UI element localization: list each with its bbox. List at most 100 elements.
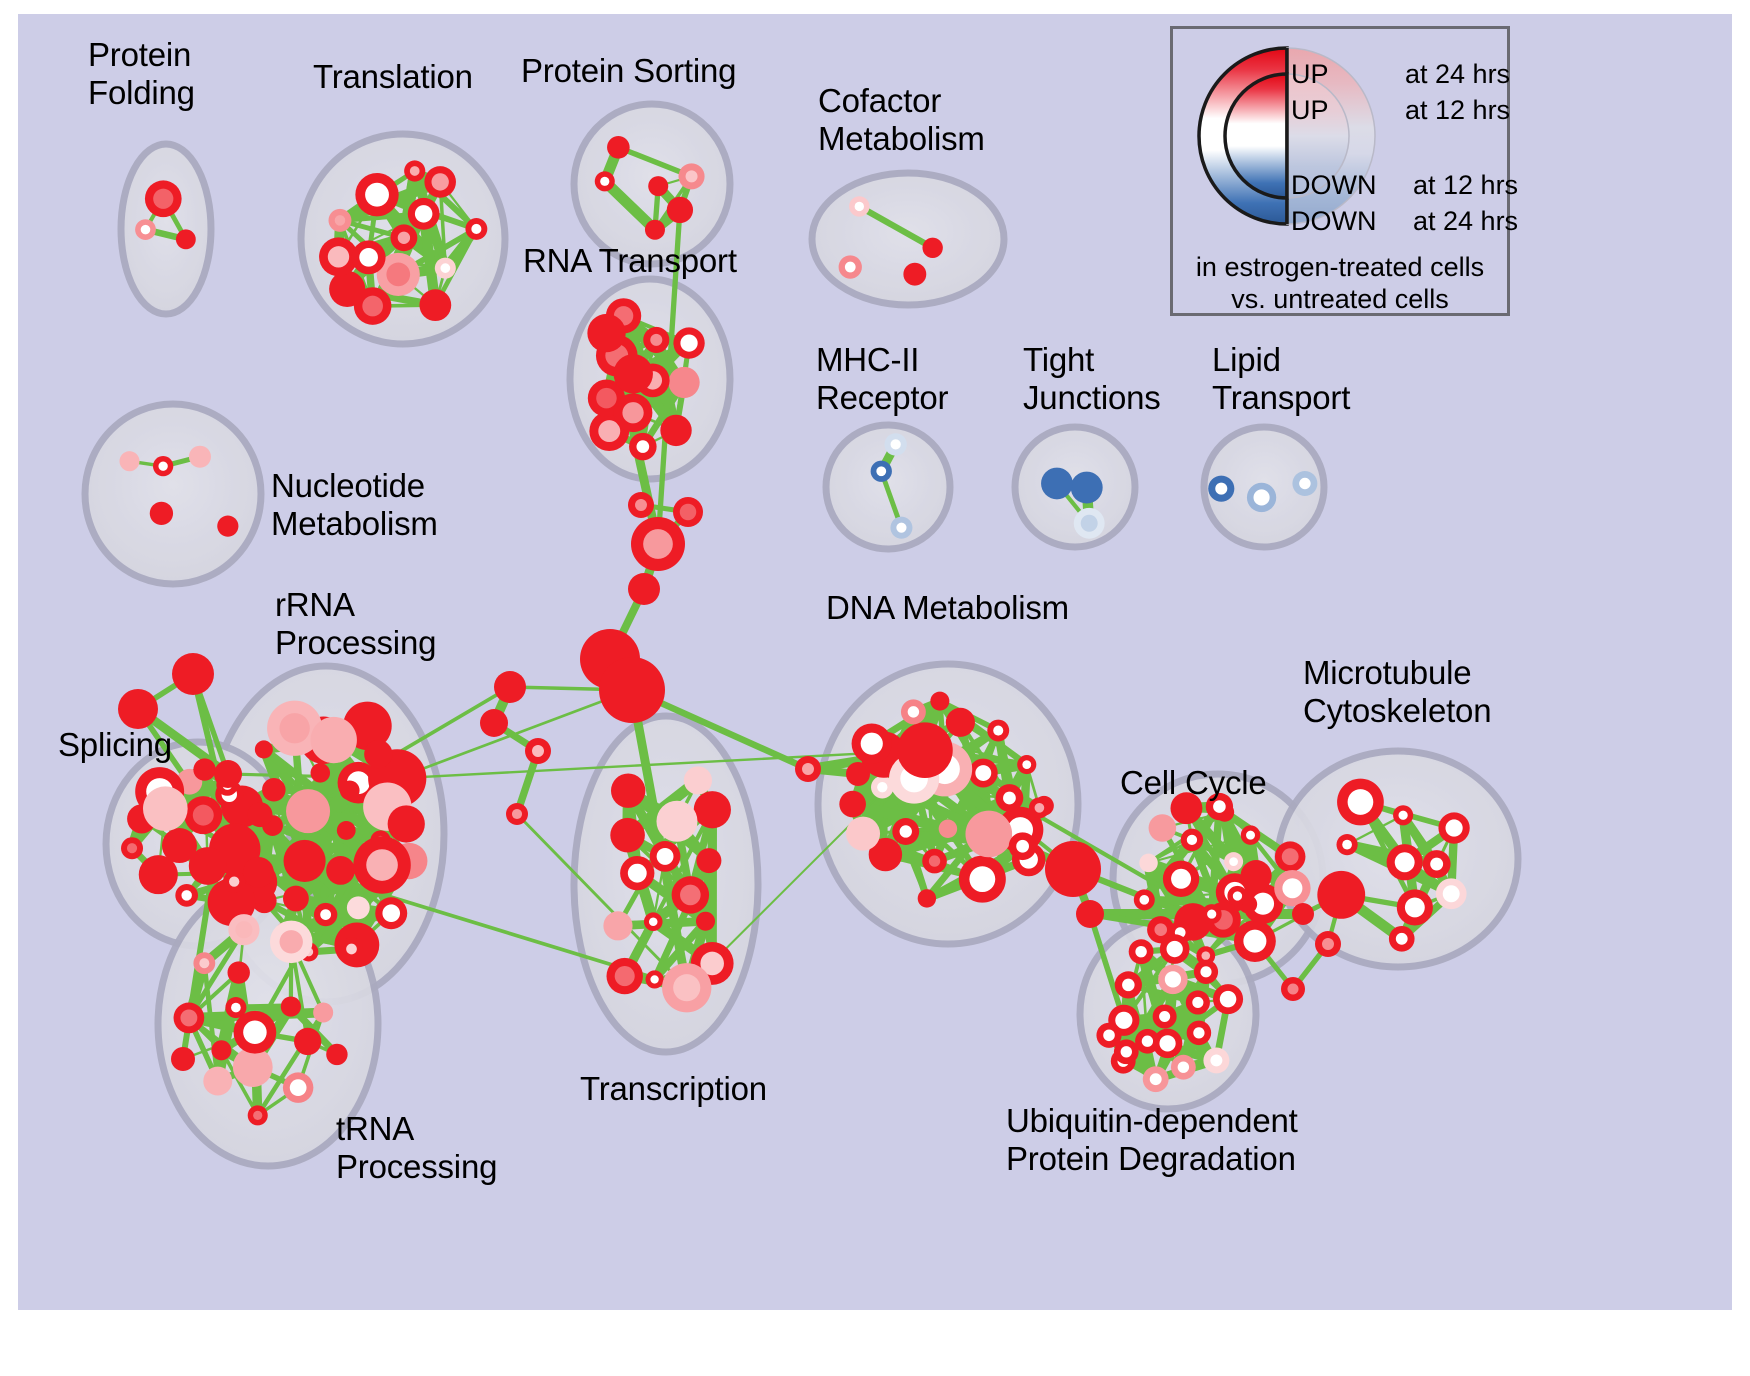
network-node[interactable] <box>173 1002 205 1034</box>
network-node[interactable] <box>217 515 239 537</box>
network-node[interactable] <box>465 218 488 240</box>
network-node[interactable] <box>958 855 1006 903</box>
network-node[interactable] <box>175 884 199 907</box>
network-node[interactable] <box>310 763 331 783</box>
network-node[interactable] <box>1224 852 1244 872</box>
network-node[interactable] <box>1438 812 1470 844</box>
network-node[interactable] <box>207 878 256 926</box>
network-node[interactable] <box>1128 939 1154 965</box>
network-node[interactable] <box>656 800 698 842</box>
network-node[interactable] <box>1336 834 1358 856</box>
network-node[interactable] <box>846 762 870 786</box>
network-node[interactable] <box>1162 860 1200 897</box>
network-node[interactable] <box>1240 825 1261 845</box>
network-node[interactable] <box>375 897 408 930</box>
network-node[interactable] <box>1208 475 1235 502</box>
network-node[interactable] <box>917 889 937 908</box>
network-node[interactable] <box>666 196 694 224</box>
network-node[interactable] <box>649 841 681 872</box>
network-node[interactable] <box>660 414 692 447</box>
network-node[interactable] <box>222 870 246 893</box>
network-node[interactable] <box>346 896 370 920</box>
network-node[interactable] <box>1114 971 1142 999</box>
network-node[interactable] <box>938 819 958 839</box>
network-node[interactable] <box>387 805 425 843</box>
network-node[interactable] <box>319 237 358 277</box>
network-node[interactable] <box>1393 805 1414 826</box>
network-node[interactable] <box>1028 797 1050 819</box>
network-node[interactable] <box>1240 860 1272 892</box>
network-node[interactable] <box>286 789 331 834</box>
network-node[interactable] <box>119 451 140 472</box>
network-node[interactable] <box>1205 792 1234 821</box>
network-node[interactable] <box>1242 883 1284 924</box>
network-node[interactable] <box>144 180 182 218</box>
network-node[interactable] <box>900 699 926 725</box>
network-node[interactable] <box>243 856 274 888</box>
network-node[interactable] <box>1274 870 1311 907</box>
network-node[interactable] <box>227 961 250 984</box>
network-node[interactable] <box>644 219 665 240</box>
network-node[interactable] <box>884 433 907 456</box>
network-node[interactable] <box>892 818 920 845</box>
network-node[interactable] <box>795 756 821 782</box>
network-node[interactable] <box>1422 850 1451 879</box>
network-node[interactable] <box>1159 934 1190 964</box>
network-node[interactable] <box>118 689 158 729</box>
network-node[interactable] <box>897 722 953 778</box>
network-node[interactable] <box>233 1010 277 1054</box>
network-node[interactable] <box>269 920 313 964</box>
network-node[interactable] <box>188 445 211 468</box>
network-node[interactable] <box>404 160 426 182</box>
network-node[interactable] <box>171 1047 195 1071</box>
network-node[interactable] <box>839 790 866 818</box>
network-node[interactable] <box>851 723 892 764</box>
network-node[interactable] <box>494 671 526 703</box>
network-node[interactable] <box>203 1066 233 1096</box>
network-node[interactable] <box>965 810 1013 858</box>
network-node[interactable] <box>193 758 216 781</box>
network-node[interactable] <box>1274 841 1306 872</box>
network-node[interactable] <box>671 876 710 914</box>
network-node[interactable] <box>890 516 913 539</box>
network-node[interactable] <box>1186 1020 1212 1046</box>
network-node[interactable] <box>599 657 665 723</box>
network-node[interactable] <box>280 996 301 1017</box>
network-node[interactable] <box>1139 853 1158 873</box>
network-node[interactable] <box>1201 904 1222 925</box>
network-node[interactable] <box>480 709 508 737</box>
network-node[interactable] <box>868 837 903 872</box>
network-node[interactable] <box>326 855 355 885</box>
network-node[interactable] <box>262 778 286 802</box>
network-node[interactable] <box>613 393 653 433</box>
network-node[interactable] <box>355 173 399 217</box>
network-node[interactable] <box>603 911 633 941</box>
network-node[interactable] <box>228 914 260 946</box>
network-node[interactable] <box>594 171 615 192</box>
network-node[interactable] <box>607 136 630 159</box>
network-node[interactable] <box>188 847 227 885</box>
network-node[interactable] <box>310 716 357 764</box>
network-node[interactable] <box>870 460 892 482</box>
network-node[interactable] <box>1096 1022 1122 1048</box>
network-node[interactable] <box>339 780 360 801</box>
network-node[interactable] <box>390 224 418 252</box>
network-node[interactable] <box>1396 889 1433 926</box>
network-node[interactable] <box>610 773 646 808</box>
network-node[interactable] <box>267 700 323 756</box>
network-node[interactable] <box>328 208 352 232</box>
network-node[interactable] <box>1281 977 1305 1001</box>
network-node[interactable] <box>434 257 456 279</box>
network-node[interactable] <box>525 738 551 764</box>
network-node[interactable] <box>930 691 950 711</box>
network-node[interactable] <box>631 517 685 571</box>
network-node[interactable] <box>313 902 338 927</box>
network-node[interactable] <box>135 219 156 240</box>
network-node[interactable] <box>645 970 664 989</box>
network-node[interactable] <box>696 848 722 874</box>
network-node[interactable] <box>945 707 975 737</box>
network-node[interactable] <box>247 802 273 828</box>
network-node[interactable] <box>1041 467 1073 500</box>
network-node[interactable] <box>419 289 452 322</box>
network-node[interactable] <box>326 1043 348 1066</box>
